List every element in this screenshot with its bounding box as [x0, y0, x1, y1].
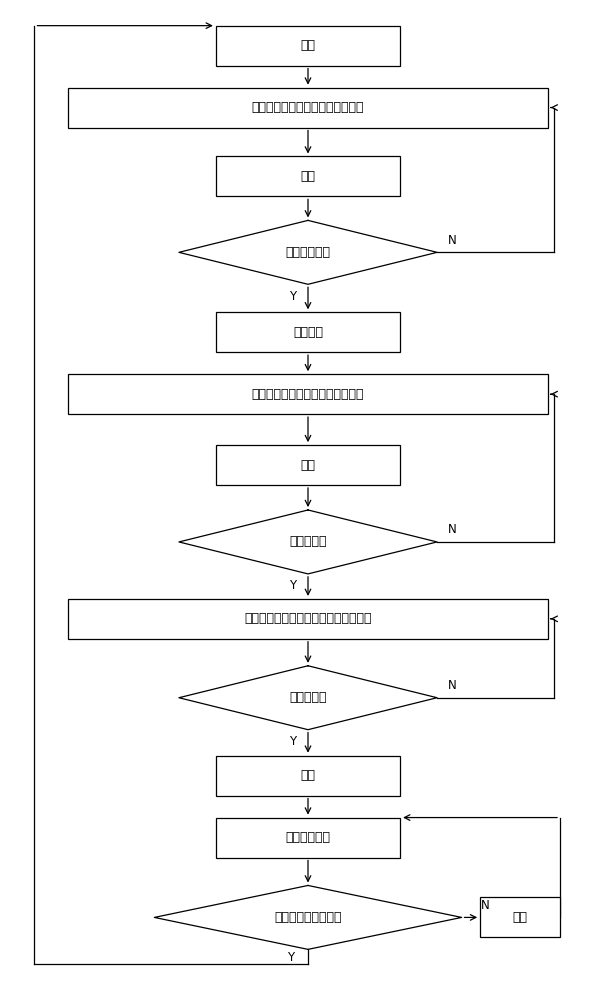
Text: 开启底闸放料: 开启底闸放料 — [285, 831, 331, 844]
Text: Y: Y — [287, 951, 294, 964]
Bar — [216, 756, 400, 796]
Text: N: N — [448, 679, 457, 692]
Bar — [216, 156, 400, 196]
Text: 是否开启下个周期？: 是否开启下个周期？ — [274, 911, 342, 924]
Bar — [68, 599, 548, 639]
Polygon shape — [179, 220, 437, 284]
Polygon shape — [179, 666, 437, 730]
Text: 到达水温？: 到达水温？ — [290, 535, 326, 548]
Text: 到达戆拌高度: 到达戆拌高度 — [285, 246, 331, 259]
Polygon shape — [155, 885, 461, 949]
Text: 按比例添加硫酸钓和氯化钉，开始化合: 按比例添加硫酸钓和氯化钉，开始化合 — [245, 612, 371, 625]
Bar — [480, 897, 560, 937]
Bar — [216, 26, 400, 66]
Text: N: N — [448, 234, 457, 247]
Text: 加热: 加热 — [301, 459, 315, 472]
Text: Y: Y — [289, 579, 296, 592]
Text: 开始: 开始 — [301, 39, 315, 52]
Text: 化合结束？: 化合结束？ — [290, 691, 326, 704]
Text: 开启戆拌: 开启戆拌 — [293, 326, 323, 339]
Bar — [68, 88, 548, 128]
Bar — [216, 312, 400, 352]
Text: Y: Y — [289, 735, 296, 748]
Text: N: N — [480, 899, 489, 912]
Text: 系统寄存器读戆拌高度和戆拌速度: 系统寄存器读戆拌高度和戆拌速度 — [252, 101, 364, 114]
Text: 降温: 降温 — [301, 769, 315, 782]
Bar — [216, 445, 400, 485]
Text: Y: Y — [289, 290, 296, 303]
Bar — [216, 818, 400, 858]
Polygon shape — [179, 510, 437, 574]
Text: 等待: 等待 — [513, 911, 527, 924]
Text: 加水: 加水 — [301, 170, 315, 183]
Text: 系统寄存器读入蔻汽加热水温参数: 系统寄存器读入蔻汽加热水温参数 — [252, 388, 364, 401]
Text: N: N — [448, 523, 457, 536]
Bar — [68, 374, 548, 414]
